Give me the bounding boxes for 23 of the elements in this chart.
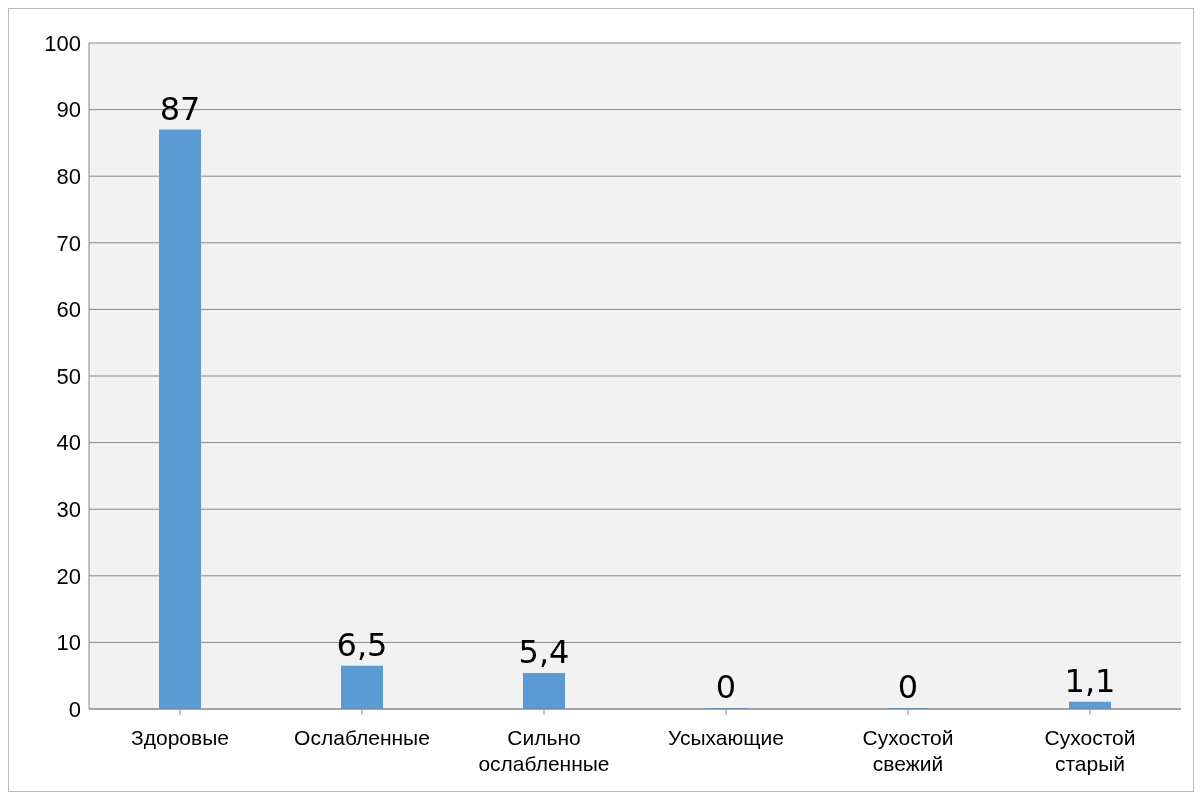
y-tick-label: 0 <box>68 696 81 722</box>
y-tick-label: 90 <box>56 97 81 123</box>
y-tick-label: 50 <box>56 363 81 389</box>
y-tick-label: 30 <box>56 497 81 523</box>
data-label: 87 <box>159 89 201 128</box>
y-tick-label: 100 <box>44 30 81 56</box>
data-label: 6,5 <box>336 625 388 664</box>
x-tick-label: Ослабленные <box>294 726 430 749</box>
x-tick-label: Сильно ослабленные <box>478 726 610 775</box>
x-tick-label: Сухостой старый <box>1044 726 1136 775</box>
data-label: 1,1 <box>1064 661 1116 700</box>
data-label: 5,4 <box>518 633 570 672</box>
x-tick-label: Здоровые <box>131 726 229 749</box>
y-tick-label: 60 <box>56 297 81 323</box>
y-tick-label: 20 <box>56 563 81 589</box>
y-tick-label: 80 <box>56 164 81 190</box>
y-tick-label: 10 <box>56 630 81 656</box>
data-label: 0 <box>897 668 919 706</box>
y-tick-label: 40 <box>56 430 81 456</box>
x-tick-label: Сухостой свежий <box>862 726 954 775</box>
y-tick-label: 70 <box>56 230 81 256</box>
x-tick-label: Усыхающие <box>668 726 784 749</box>
data-label: 0 <box>715 668 737 706</box>
